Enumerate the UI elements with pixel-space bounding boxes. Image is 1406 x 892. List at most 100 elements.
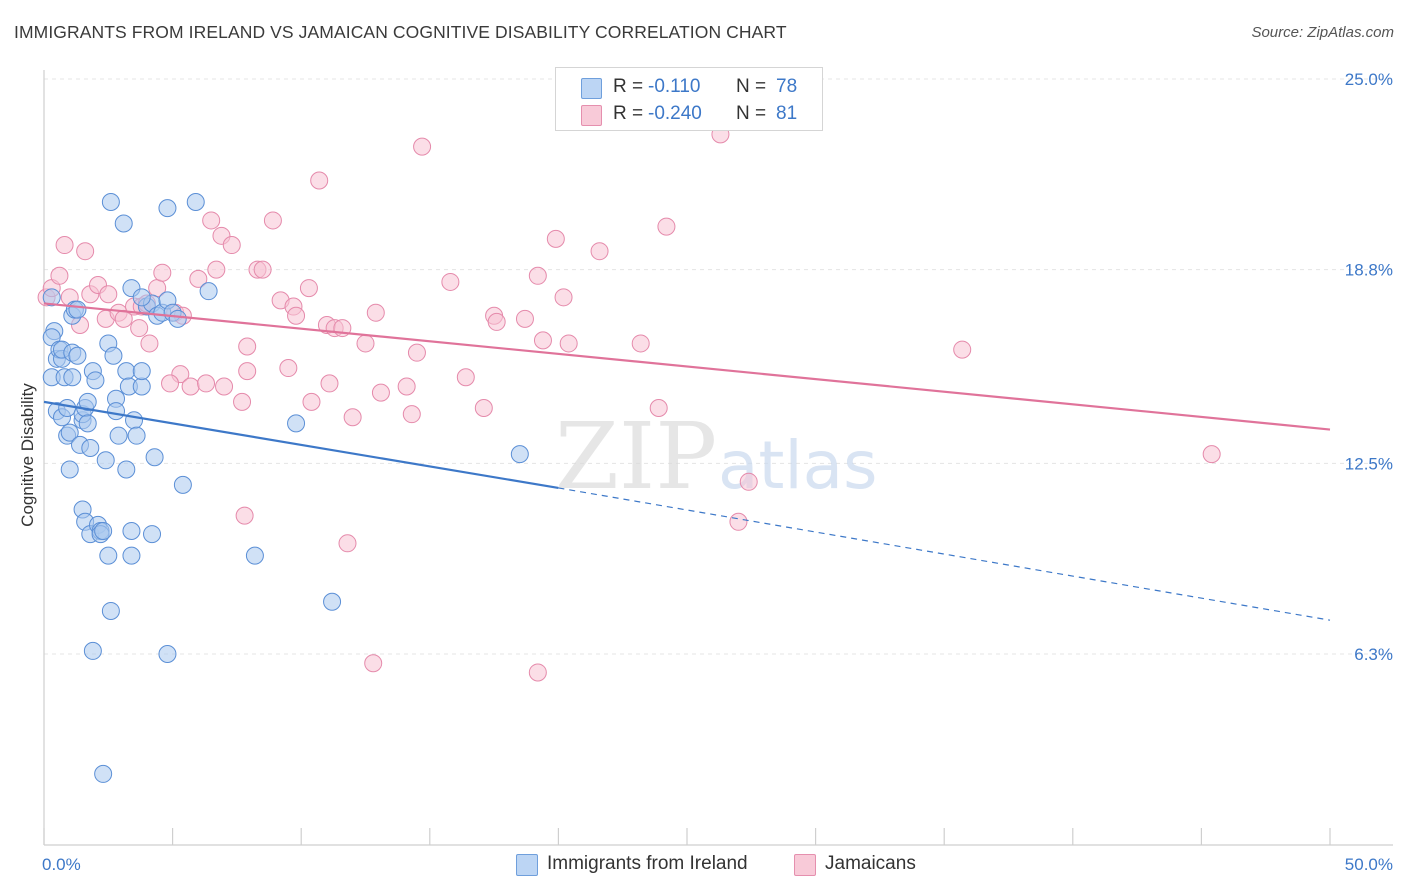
ireland-point bbox=[96, 451, 115, 470]
ireland-point bbox=[109, 426, 128, 445]
jamaican-point bbox=[487, 312, 506, 331]
ireland-point bbox=[58, 399, 77, 418]
legend-swatch-jamaicans bbox=[794, 854, 816, 876]
jamaican-point bbox=[356, 334, 375, 353]
jamaican-point bbox=[1202, 445, 1221, 464]
jamaican-point bbox=[528, 663, 547, 682]
axes bbox=[43, 70, 1393, 846]
ireland-point bbox=[117, 460, 136, 479]
jamaican-point bbox=[533, 331, 552, 350]
jamaican-point bbox=[197, 374, 216, 393]
jamaican-point bbox=[657, 217, 676, 236]
jamaican-point bbox=[456, 368, 475, 387]
ireland-point bbox=[158, 199, 177, 218]
legend-row-jamaicans: R = -0.240 N = 81 bbox=[556, 101, 822, 129]
jamaican-point bbox=[263, 211, 282, 230]
jamaican-point bbox=[279, 359, 298, 378]
ireland-point bbox=[173, 475, 192, 494]
jamaicans-points bbox=[37, 125, 1221, 682]
ireland-point bbox=[86, 371, 105, 390]
legend-r-value: -0.240 bbox=[648, 103, 702, 124]
jamaican-point bbox=[50, 266, 69, 285]
jamaican-trend-line bbox=[43, 302, 1331, 431]
series-legend: Immigrants from Ireland Jamaicans bbox=[0, 852, 1406, 878]
ireland-point bbox=[125, 411, 144, 430]
ireland-trend-extension bbox=[558, 487, 1331, 621]
legend-swatch-blue bbox=[581, 78, 602, 99]
ireland-point bbox=[158, 645, 177, 663]
legend-label-ireland: Immigrants from Ireland bbox=[547, 853, 748, 874]
legend-n-value: 78 bbox=[776, 76, 798, 97]
ireland-trend-line bbox=[43, 400, 559, 490]
trend-lines bbox=[43, 302, 1331, 621]
y-tick-label: 12.5% bbox=[1345, 454, 1393, 473]
legend-n-label: N = bbox=[736, 103, 767, 124]
svg-text:ZIP: ZIP bbox=[555, 403, 717, 510]
jamaican-point bbox=[590, 242, 609, 261]
ireland-point bbox=[132, 362, 151, 381]
ireland-point bbox=[107, 402, 126, 421]
ireland-point bbox=[114, 214, 133, 233]
jamaican-point bbox=[253, 260, 272, 279]
jamaican-point bbox=[554, 288, 573, 307]
jamaican-point bbox=[528, 266, 547, 285]
ireland-point bbox=[186, 192, 205, 211]
y-axis-label: Cognitive Disability bbox=[18, 383, 37, 527]
tick-labels: 6.3% 12.5% 18.8% 25.0% 0.0% 50.0% bbox=[42, 70, 1393, 874]
jamaican-point bbox=[739, 472, 758, 491]
ireland-point bbox=[78, 414, 97, 433]
y-tick-label: 25.0% bbox=[1345, 70, 1393, 89]
ireland-point bbox=[510, 445, 529, 464]
ireland-point bbox=[127, 426, 146, 445]
jamaican-point bbox=[189, 269, 208, 288]
ireland-point bbox=[287, 414, 306, 433]
ireland-point bbox=[199, 282, 218, 301]
jamaican-point bbox=[320, 374, 339, 393]
zipatlas-watermark: ZIP atlas bbox=[555, 403, 878, 510]
ireland-point bbox=[122, 522, 141, 541]
jamaican-point bbox=[302, 392, 321, 411]
jamaican-point bbox=[202, 211, 221, 230]
legend-row-ireland: R = -0.110 N = 78 bbox=[556, 74, 822, 102]
chart-title: IMMIGRANTS FROM IRELAND VS JAMAICAN COGN… bbox=[14, 22, 787, 42]
y-tick-label: 18.8% bbox=[1345, 261, 1393, 280]
jamaican-point bbox=[76, 242, 95, 261]
x-tick-label: 50.0% bbox=[1345, 855, 1393, 874]
ireland-point bbox=[99, 546, 118, 565]
ireland-point bbox=[63, 368, 82, 387]
jamaican-point bbox=[130, 319, 149, 338]
ireland-point bbox=[245, 546, 264, 565]
ireland-point bbox=[104, 346, 123, 365]
legend-r-value: -0.110 bbox=[648, 76, 701, 97]
ireland-point bbox=[323, 592, 342, 611]
jamaican-point bbox=[215, 377, 234, 396]
jamaican-point bbox=[222, 236, 241, 255]
svg-text:atlas: atlas bbox=[718, 427, 878, 504]
jamaican-point bbox=[338, 534, 357, 553]
jamaican-point bbox=[238, 362, 257, 381]
ireland-point bbox=[60, 460, 79, 479]
ireland-point bbox=[117, 362, 136, 381]
ireland-point bbox=[78, 392, 97, 411]
jamaican-point bbox=[287, 306, 306, 325]
jamaican-point bbox=[99, 285, 118, 304]
ireland-point bbox=[94, 522, 113, 541]
ireland-point bbox=[94, 764, 113, 783]
ireland-point bbox=[101, 601, 120, 620]
jamaican-point bbox=[441, 272, 460, 291]
legend-label-jamaicans: Jamaicans bbox=[825, 853, 916, 874]
y-tick-label: 6.3% bbox=[1354, 645, 1393, 664]
ireland-point bbox=[81, 438, 100, 457]
legend-swatch-ireland bbox=[516, 854, 538, 876]
jamaican-point bbox=[233, 392, 252, 411]
jamaican-point bbox=[953, 340, 972, 359]
jamaican-point bbox=[546, 229, 565, 248]
jamaican-point bbox=[161, 374, 180, 393]
jamaican-point bbox=[153, 263, 172, 282]
ireland-point bbox=[83, 641, 102, 660]
ireland-point bbox=[68, 300, 87, 319]
ireland-point bbox=[143, 525, 162, 544]
jamaican-point bbox=[371, 383, 390, 402]
source-label: Source: ZipAtlas.com bbox=[1251, 24, 1394, 41]
